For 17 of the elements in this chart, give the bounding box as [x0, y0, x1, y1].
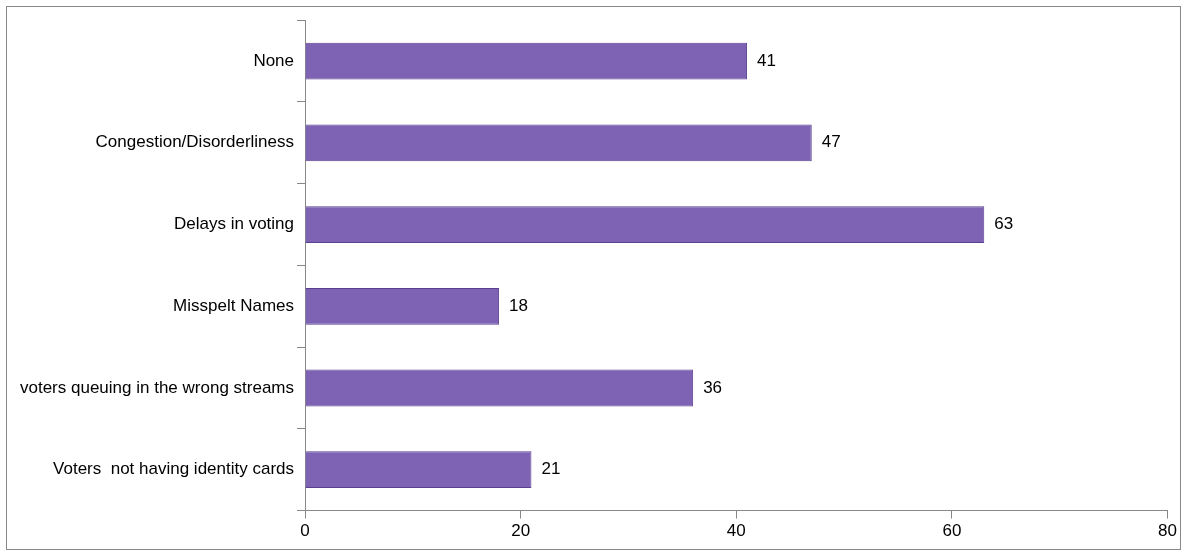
- y-tick-label: Congestion/Disorderliness: [95, 132, 295, 152]
- y-tick-label: Delays in voting: [174, 214, 295, 234]
- data-label: 18: [509, 295, 529, 315]
- x-tick-label: 80: [1158, 521, 1178, 541]
- data-label: 63: [994, 214, 1014, 234]
- x-tick-label: 20: [511, 521, 531, 541]
- data-label: 36: [703, 377, 723, 397]
- data-label: 21: [541, 459, 561, 479]
- data-label: 41: [757, 50, 776, 70]
- x-tick-label: 40: [726, 521, 746, 541]
- x-tick-label: 0: [300, 521, 310, 541]
- y-tick-label: None: [253, 50, 295, 70]
- y-tick-label: Voters not having identity cards: [53, 459, 295, 479]
- data-label: 47: [821, 132, 841, 152]
- y-tick-label: voters queuing in the wrong streams: [19, 377, 295, 397]
- y-tick-label: Misspelt Names: [173, 295, 295, 315]
- x-tick-label: 60: [942, 521, 962, 541]
